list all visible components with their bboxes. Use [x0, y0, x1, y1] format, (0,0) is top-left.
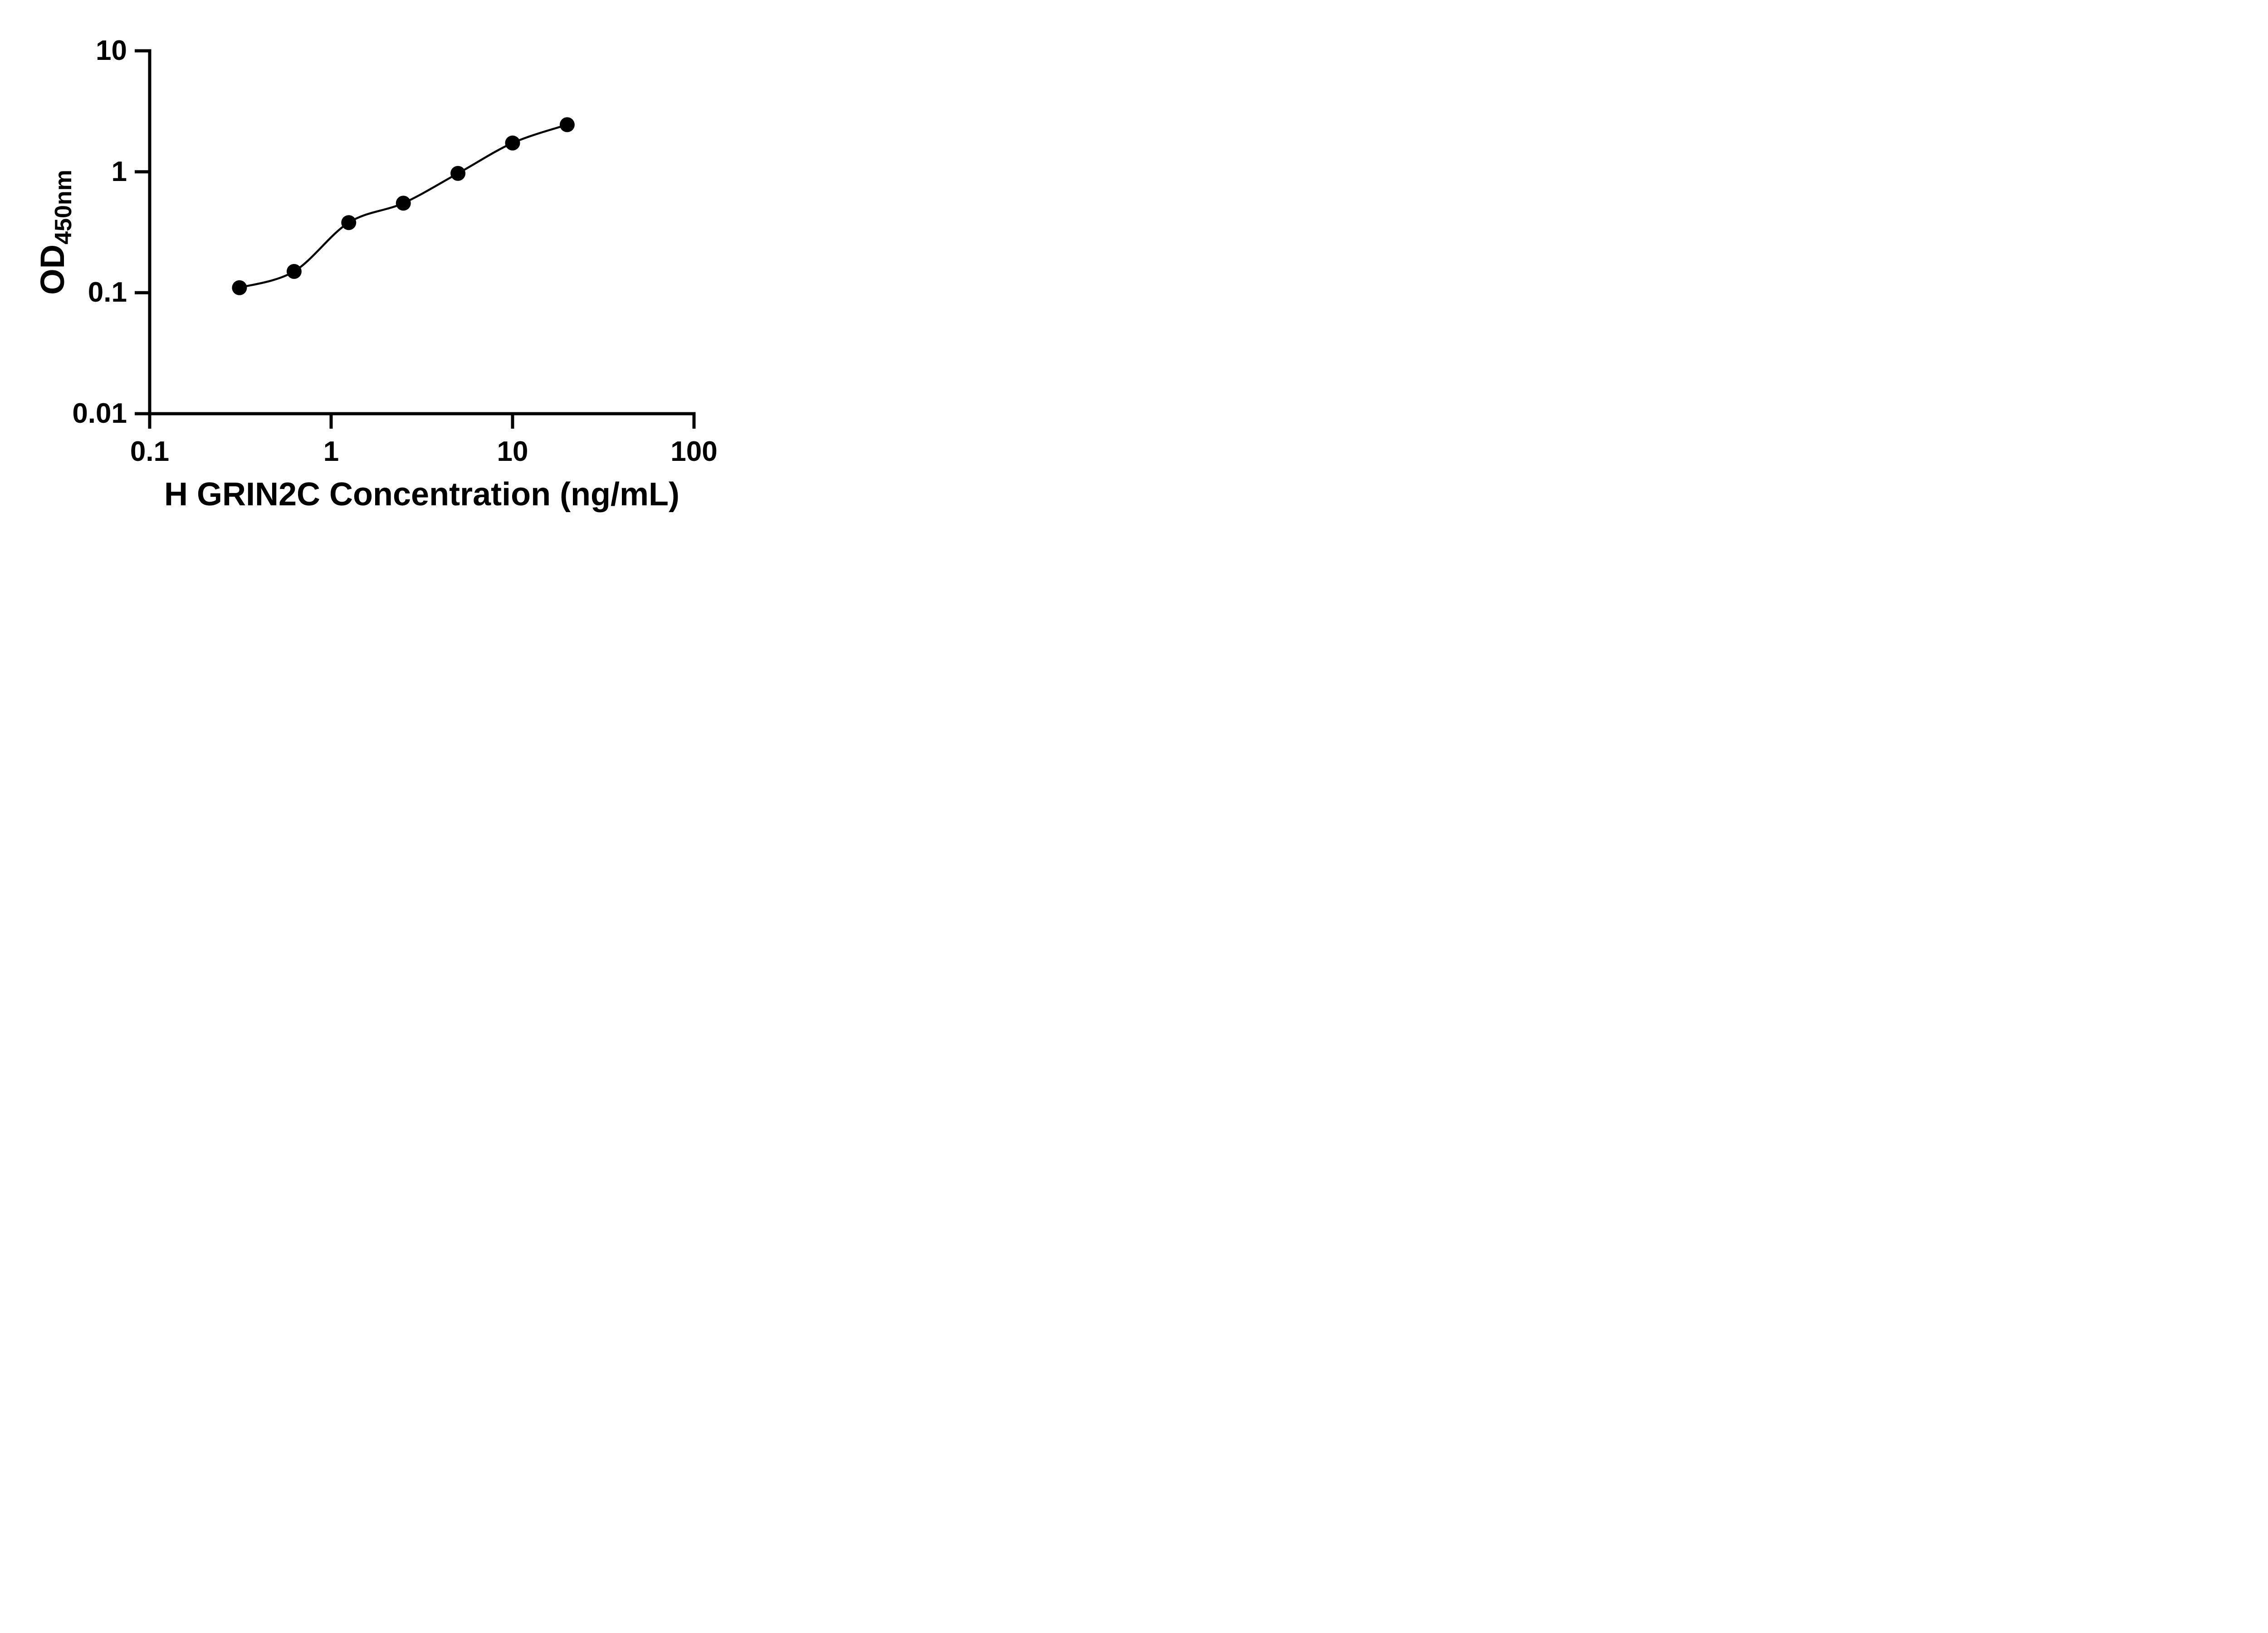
data-point [286, 264, 302, 279]
y-axis-title: OD450nm [34, 170, 82, 295]
y-tick-label: 0.01 [72, 398, 127, 429]
x-axis-title: H GRIN2C Concentration (ng/mL) [164, 476, 679, 513]
x-tick-label: 100 [670, 436, 718, 467]
y-tick-label: 1 [111, 156, 127, 187]
x-tick-label: 10 [497, 436, 528, 467]
plot-area [135, 49, 696, 429]
data-point [450, 166, 466, 181]
y-tick-label: 0.1 [88, 277, 127, 308]
data-point [341, 215, 357, 230]
data-point [232, 280, 247, 295]
data-point [505, 135, 520, 151]
x-tick-label: 1 [323, 436, 339, 467]
x-tick-label: 0.1 [130, 436, 170, 467]
data-point [396, 196, 411, 211]
data-point [559, 117, 575, 132]
y-tick-label: 10 [96, 35, 127, 66]
elisa-standard-curve-chart: OD450nm H GRIN2C Concentration (ng/mL) 0… [0, 0, 777, 544]
